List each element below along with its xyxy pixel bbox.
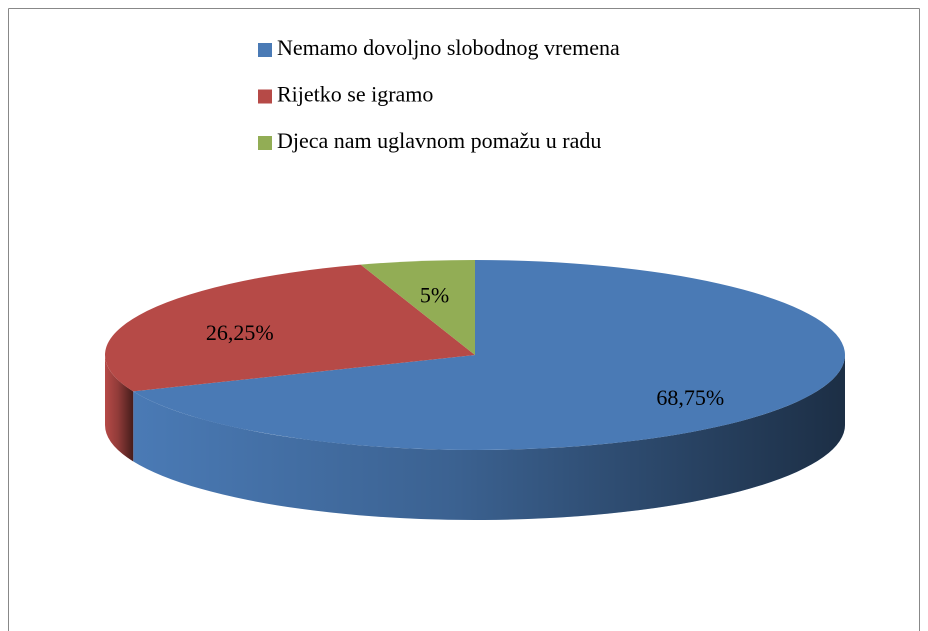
slice-side-shade xyxy=(133,355,846,520)
slice xyxy=(360,260,475,355)
data-label: 26,25% xyxy=(206,320,274,345)
legend-label: Rijetko se igramo xyxy=(277,82,433,107)
data-label: 68,75% xyxy=(656,385,724,410)
data-label: 5% xyxy=(420,282,449,307)
legend-label: Djeca nam uglavnom pomažu u radu xyxy=(277,128,601,153)
slice xyxy=(105,264,476,392)
legend-label: Nemamo dovoljno slobodnog vremena xyxy=(277,35,620,60)
legend-swatch xyxy=(258,43,272,57)
slice-side-shade xyxy=(105,355,134,462)
legend-swatch xyxy=(258,89,272,104)
chart-frame xyxy=(8,8,920,631)
legend-swatch xyxy=(258,136,272,150)
slice xyxy=(133,260,846,450)
